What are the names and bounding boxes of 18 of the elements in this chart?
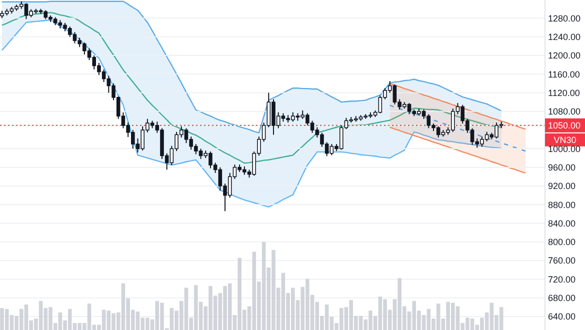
- y-tick-label: 640.00: [548, 312, 576, 322]
- y-tick-label: 880.00: [548, 200, 576, 210]
- y-tick-label: 1160.00: [548, 69, 580, 80]
- y-tick-label: 1120.00: [548, 88, 580, 98]
- y-tick-label: 720.00: [548, 274, 576, 284]
- y-tick-label: 1000.00: [548, 144, 581, 154]
- y-tick-label: 960.00: [548, 162, 576, 172]
- y-tick-label: 800.00: [548, 237, 576, 248]
- y-tick-label: 1080.00: [548, 106, 581, 117]
- y-tick-label: 1050.00: [548, 120, 581, 131]
- y-tick-label: 840.00: [548, 218, 576, 228]
- y-tick-label: 1200.00: [548, 50, 581, 61]
- y-tick-label: 920.00: [548, 181, 576, 192]
- y-tick-label: 1240.00: [548, 32, 581, 42]
- y-tick-label: 1280.00: [548, 13, 581, 24]
- y-tick-label: 760.00: [548, 256, 576, 266]
- legend-label: VN30: [554, 135, 576, 146]
- y-tick-label: 680.00: [548, 292, 576, 303]
